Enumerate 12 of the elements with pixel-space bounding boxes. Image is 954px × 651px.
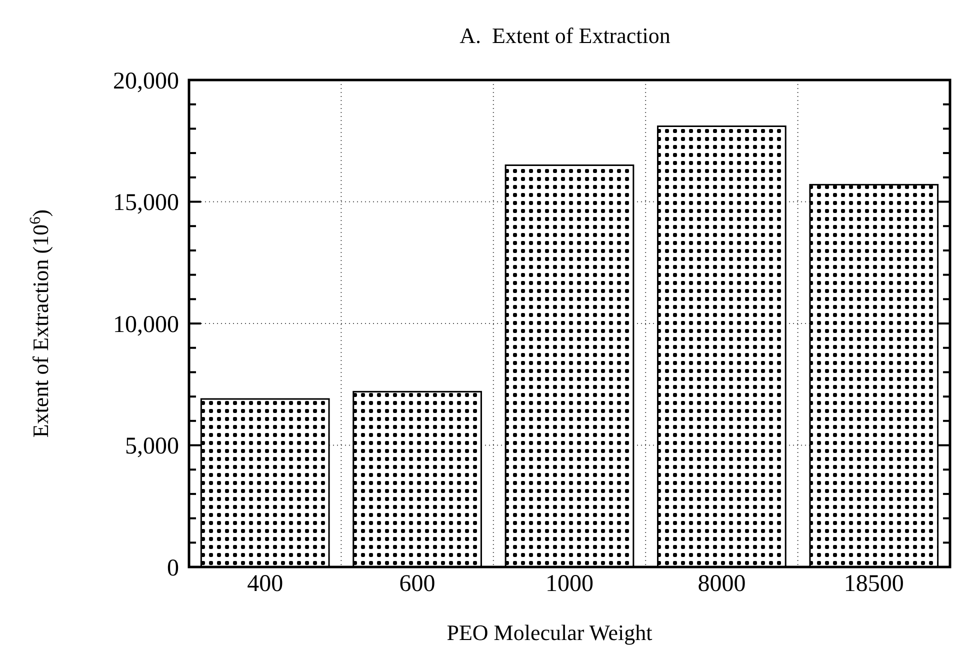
y-tick-label: 15,000 (113, 190, 179, 216)
x-tick-label: 1000 (546, 571, 594, 597)
x-axis-title: PEO Molecular Weight (446, 620, 652, 645)
x-tick-label: 400 (247, 571, 284, 597)
chart-title: A. Extent of Extraction (460, 23, 670, 48)
y-tick-label: 20,000 (113, 68, 179, 94)
x-tick-label: 600 (399, 571, 436, 597)
y-tick-label: 0 (167, 555, 179, 582)
x-tick-label: 18500 (844, 571, 904, 597)
y-tick-label: 10,000 (113, 312, 179, 338)
x-tick-label: 8000 (698, 571, 746, 597)
y-tick-label: 5,000 (125, 434, 179, 460)
